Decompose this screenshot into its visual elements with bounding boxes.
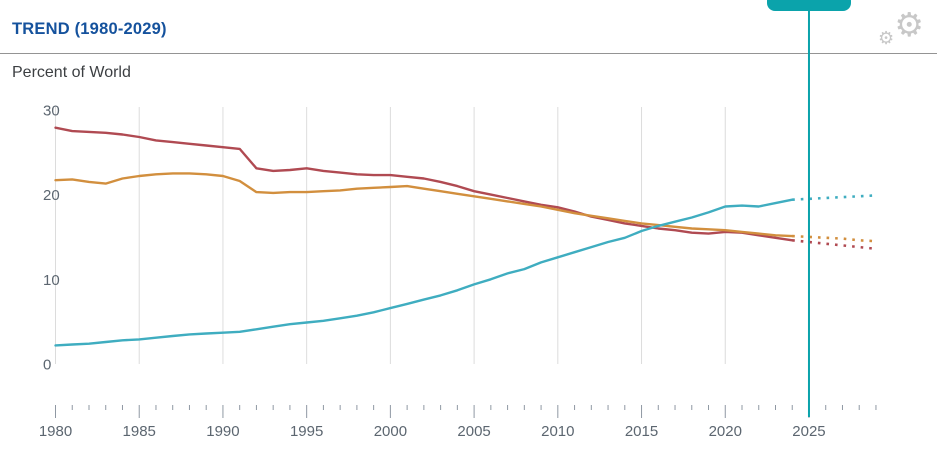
x-axis-tick-label: 2020 <box>709 423 742 440</box>
x-axis-tick-label: 2005 <box>457 423 490 440</box>
x-axis-tick-label: 2010 <box>541 423 574 440</box>
x-axis-tick-label: 1990 <box>206 423 239 440</box>
x-axis-tick-label: 1995 <box>290 423 323 440</box>
settings-button[interactable]: ⚙ ⚙ <box>878 8 926 54</box>
y-axis-tick-label: 10 <box>43 272 60 289</box>
y-axis-tick-label: 30 <box>43 102 60 119</box>
y-axis-tick-label: 0 <box>43 357 51 374</box>
x-axis-tick-label: 1980 <box>39 423 72 440</box>
header-divider <box>0 53 937 54</box>
year-slider-handle[interactable] <box>767 0 851 11</box>
chart-units-label: Percent of World <box>12 64 131 81</box>
x-axis-tick-label: 2000 <box>374 423 407 440</box>
y-axis-tick-label: 20 <box>43 187 60 204</box>
series-line-red[interactable] <box>54 126 794 242</box>
series-line-teal[interactable] <box>54 198 794 347</box>
settings-gear-icon[interactable]: ⚙ <box>894 5 924 44</box>
settings-gear-small-icon: ⚙ <box>878 28 895 49</box>
chart-title: TREND (1980-2029) <box>12 20 167 38</box>
series-projection-red[interactable] <box>792 239 877 251</box>
x-axis-tick-label: 2025 <box>792 423 825 440</box>
x-axis-tick-label: 2015 <box>625 423 658 440</box>
series-projection-orange[interactable] <box>792 234 877 243</box>
x-axis-tick-label: 1985 <box>123 423 156 440</box>
series-projection-teal[interactable] <box>792 194 877 201</box>
series-line-orange[interactable] <box>54 172 794 238</box>
